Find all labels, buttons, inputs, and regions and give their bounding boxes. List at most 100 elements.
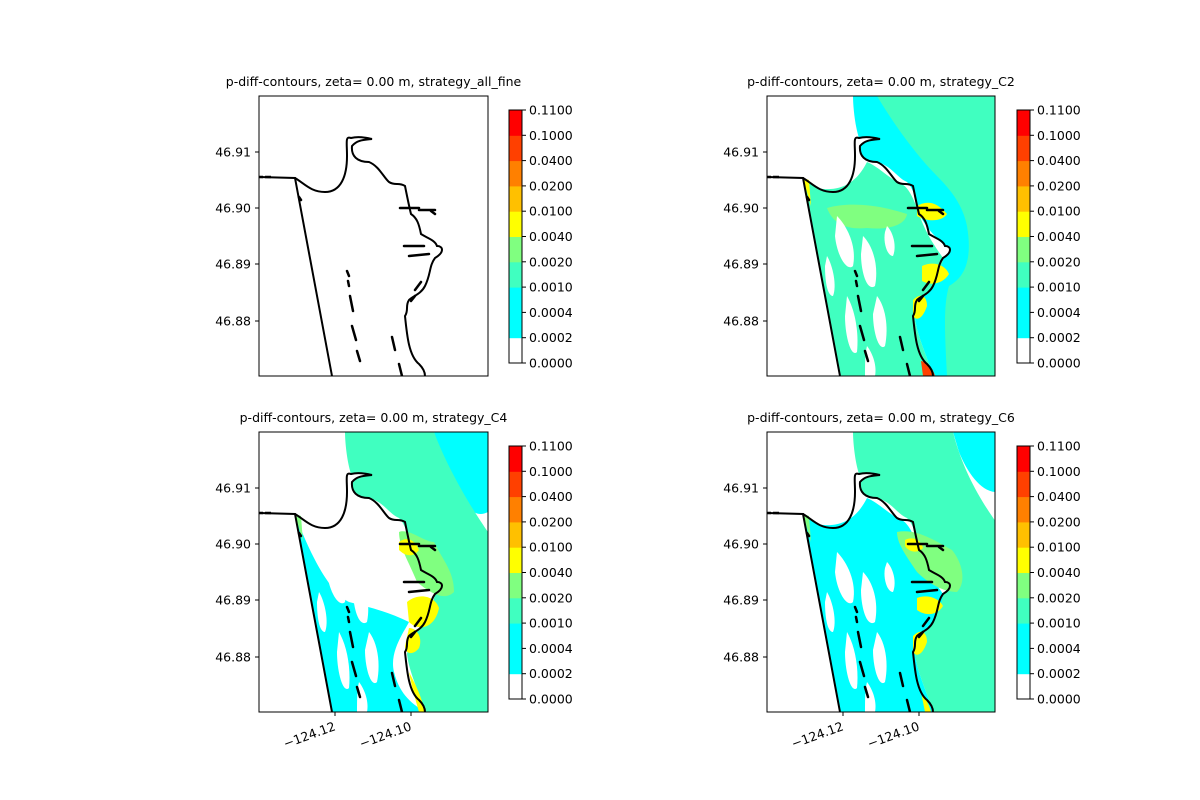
colorbar-segment [509,160,522,187]
colorbar-segment [1017,337,1030,364]
coastline-fragment [398,206,437,212]
colorbar-segment [1017,135,1030,162]
y-tick-label: 46.90 [723,201,759,216]
colorbar-segment [509,673,522,700]
contour-region [345,432,488,712]
colorbar-tick-label: 0.1100 [1037,103,1081,118]
colorbar-segment [509,337,522,364]
coastline-fragment [858,324,866,342]
colorbar: 0.0000 0.0002 0.0004 0.0010 0.0020 0.0040 0.01… [508,439,573,707]
coastline-fragment [937,545,945,552]
zero-region [825,592,835,632]
colorbar-tick-label: 0.0020 [1037,590,1081,605]
coastline-fragment [355,685,362,699]
colorbar-segment [1017,547,1030,573]
colorbar-tick-label: 0.0040 [529,565,573,580]
zero-region [861,572,877,624]
coastline-fragment [858,660,866,678]
map-area [259,136,443,376]
colorbar-tick-label: 0.0002 [1037,666,1081,681]
coastline-fragment [917,294,925,303]
coastline-fragment [915,588,939,594]
coastline-fragment [355,349,362,363]
axes-frame [766,95,996,377]
coastline-fragment [917,630,925,639]
colorbar-segment [509,135,522,162]
zero-region [845,632,858,690]
colorbar-segment [509,471,522,498]
colorbar-tick-label: 0.0100 [529,204,573,219]
coastline-fragment [350,660,358,678]
zero-region [884,562,895,592]
colorbar-tick-label: 0.0004 [1037,305,1081,320]
coastline-fragment [905,698,912,712]
zero-region [317,592,327,632]
y-tick-label: 46.88 [215,650,251,665]
colorbar-segment [1017,287,1030,313]
y-tick-label: 46.88 [723,314,759,329]
colorbar-segment [1017,648,1030,675]
coastline-fragment [921,616,931,628]
panel-title: p-diff-contours, zeta= 0.00 m, strategy_… [747,74,1015,89]
colorbar-tick-label: 0.0040 [529,229,573,244]
coastline-fragment [898,335,905,352]
colorbar-tick-label: 0.0004 [1037,641,1081,656]
colorbar-segment [509,648,522,675]
colorbar: 0.0000 0.0002 0.0004 0.0010 0.0020 0.0040 0.01… [508,103,573,371]
zero-region [865,682,876,712]
coastline-fragment [407,252,431,258]
colorbar-segment [509,110,522,136]
y-tick-label: 46.90 [723,537,759,552]
colorbar-segment [1017,496,1030,523]
colorbar-segment [1017,623,1030,649]
zero-region [835,552,854,604]
coastline-fragment [398,542,437,548]
coastline-fragment [297,531,303,538]
colorbar-tick-label: 0.1000 [529,128,573,143]
coastline-fragment [906,206,945,212]
axes-frame [766,431,996,713]
colorbar-segment [1017,160,1030,187]
panel-title: p-diff-contours, zeta= 0.00 m, strategy_… [240,410,508,425]
panel-1: p-diff-contours, zeta= 0.00 m, strategy_… [215,74,573,377]
colorbar-segment [509,597,522,624]
panel-3: p-diff-contours, zeta= 0.00 m, strategy_… [215,410,573,751]
y-tick-label: 46.89 [723,593,759,608]
x-tick-label: −124.12 [789,718,845,751]
colorbar-segment [1017,236,1030,263]
map-area [259,432,488,712]
coastline-fragment [345,605,351,624]
zero-region [327,552,346,604]
colorbar-segment [1017,471,1030,498]
coastline-fragment [853,605,859,624]
colorbar-tick-label: 0.0000 [529,692,573,707]
colorbar-tick-label: 0.1100 [529,439,573,454]
colorbar-tick-label: 0.0000 [1037,356,1081,371]
colorbar-segment [509,236,522,263]
y-tick-label: 46.91 [215,481,251,496]
contour-region [922,263,949,284]
coastline-fragment [905,362,912,376]
coastline-fragment [805,195,811,202]
colorbar-segment [1017,572,1030,599]
colorbar-tick-label: 0.0040 [1037,229,1081,244]
y-tick-label: 46.90 [215,201,251,216]
y-tick-label: 46.91 [723,145,759,160]
coastline-fragment [856,630,863,649]
axes-frame [258,95,489,377]
coastline-fragment [413,616,423,628]
colorbar-segment [1017,597,1030,624]
coastline-fragment [297,195,303,202]
colorbar-tick-label: 0.0400 [529,153,573,168]
colorbar-segment [1017,261,1030,288]
colorbar-segment [509,185,522,212]
y-tick-label: 46.88 [723,650,759,665]
contour-region [877,96,995,376]
contour-region [853,432,995,492]
x-tick-label: −124.10 [357,718,413,751]
colorbar-segment [509,312,522,339]
colorbar-tick-label: 0.0020 [529,590,573,605]
colorbar-tick-label: 0.1100 [529,103,573,118]
coastline-fragment [863,349,870,363]
